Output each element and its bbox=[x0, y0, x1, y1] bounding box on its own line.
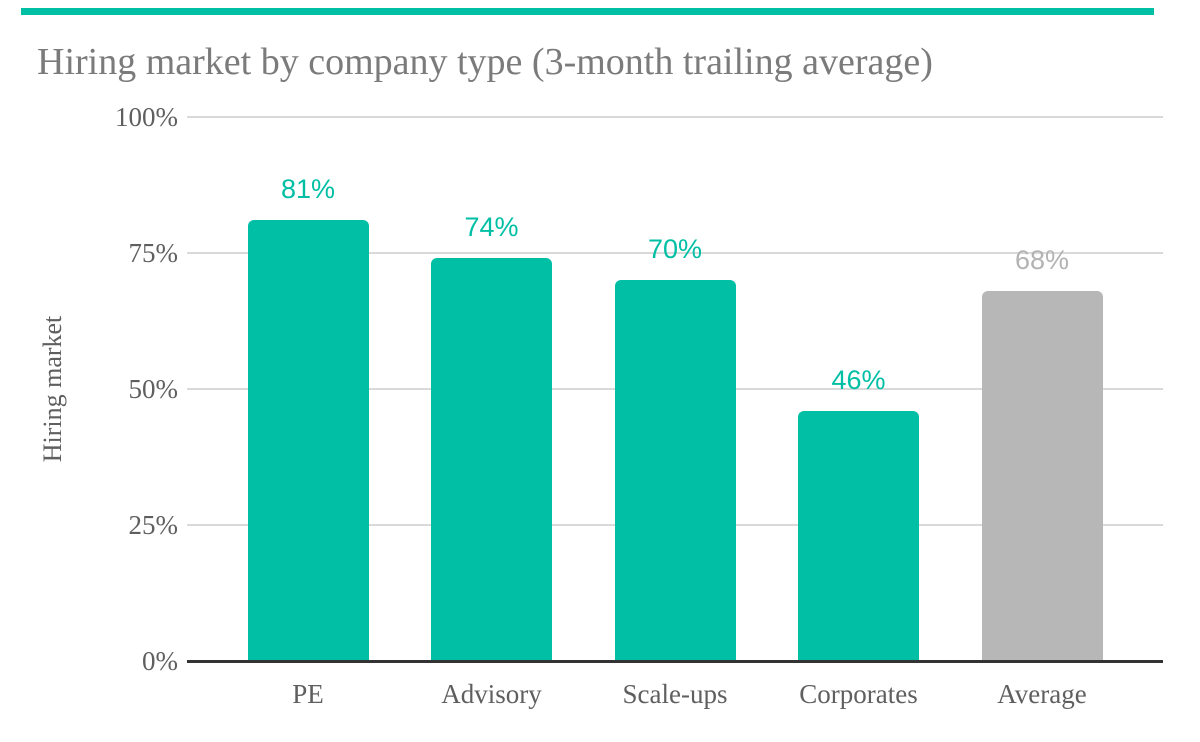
x-category-label-corporates: Corporates bbox=[799, 679, 918, 709]
x-category-label-average: Average bbox=[997, 679, 1087, 709]
y-tick-label: 25% bbox=[128, 510, 179, 540]
x-category-label-advisory: Advisory bbox=[441, 679, 542, 709]
y-tick-label: 75% bbox=[128, 238, 179, 268]
bar-value-label-pe: 81% bbox=[280, 174, 336, 205]
y-tick-label: 50% bbox=[128, 374, 179, 404]
bar-value-label-average: 68% bbox=[1014, 245, 1070, 276]
x-axis-line bbox=[187, 660, 1163, 663]
y-axis-title: Hiring market bbox=[38, 315, 67, 463]
bar-scale-ups bbox=[614, 280, 736, 661]
bar-value-label-scale-ups: 70% bbox=[647, 234, 703, 265]
plot-area: 81% 74% 70% 46% 68% bbox=[187, 116, 1163, 663]
x-category-label-pe: PE bbox=[292, 679, 324, 709]
y-tick-label: 100% bbox=[115, 102, 178, 132]
bar-value-label-advisory: 74% bbox=[464, 212, 519, 243]
chart-title: Hiring market by company type (3-month t… bbox=[37, 41, 933, 83]
bar-value-label-corporates: 46% bbox=[831, 364, 886, 395]
bar-corporates bbox=[798, 410, 919, 661]
bar-advisory bbox=[431, 258, 552, 661]
gridline bbox=[187, 252, 1163, 254]
top-accent-bar bbox=[21, 8, 1154, 15]
bar-pe bbox=[247, 220, 369, 661]
bar-average bbox=[981, 291, 1103, 661]
y-tick-label: 0% bbox=[142, 646, 178, 676]
gridline bbox=[187, 116, 1163, 118]
x-category-label-scale-ups: Scale-ups bbox=[622, 679, 728, 709]
